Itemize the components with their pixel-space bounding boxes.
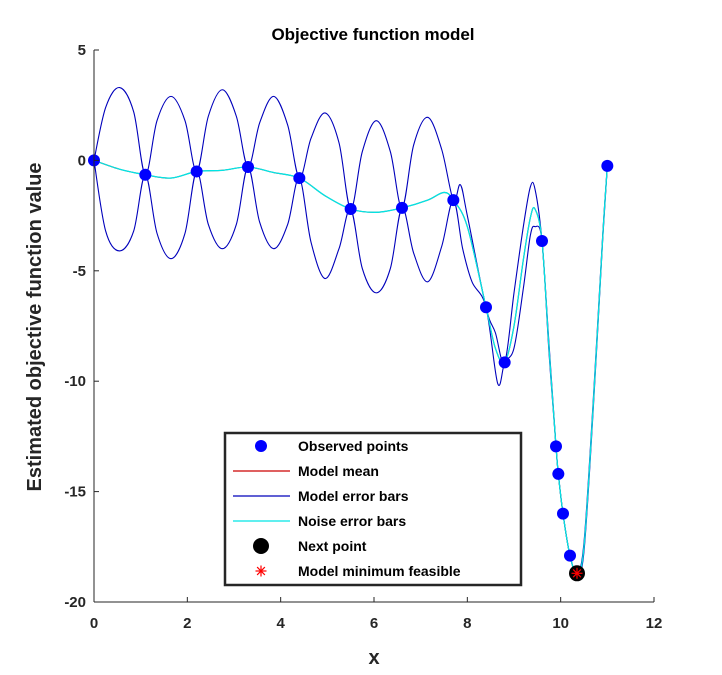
observed-point [139, 168, 152, 181]
legend-box [223, 431, 523, 587]
y-tick-label: 5 [78, 42, 86, 59]
y-tick-label: -10 [64, 373, 86, 390]
legend-label: Observed points [298, 438, 409, 454]
plot-points [88, 154, 614, 582]
legend-entry-model-error-bars: Model error bars [233, 488, 409, 504]
observed-point [557, 507, 569, 520]
legend-label: Model minimum feasible [298, 563, 461, 579]
y-tick-label: -15 [64, 484, 86, 501]
legend-entry-observed: Observed points [255, 438, 409, 454]
observed-point [396, 201, 408, 214]
observed-point [564, 549, 576, 562]
legend: Observed points Model mean Model error bar… [223, 431, 523, 587]
legend-label: Model error bars [298, 488, 409, 504]
legend-swatch [253, 538, 269, 554]
observed-point [536, 234, 548, 247]
legend-label: Next point [298, 538, 367, 554]
legend-entry-model-minimum: Model minimum feasible [255, 563, 461, 579]
y-axis-label: Estimated objective function value [24, 163, 46, 492]
observed-point [601, 159, 614, 172]
y-tick-label: -5 [73, 263, 86, 280]
legend-label: Noise error bars [298, 513, 406, 529]
x-tick-label: 4 [276, 615, 285, 632]
y-ticks: 5 0 -5 -10 -15 -20 [64, 42, 99, 611]
observed-point [447, 194, 460, 207]
observed-point [480, 301, 492, 314]
legend-swatch [255, 565, 267, 577]
observed-point [552, 467, 565, 480]
chart-title: Objective function model [271, 25, 474, 44]
y-tick-label: 0 [78, 152, 86, 169]
x-tick-label: 0 [90, 615, 98, 632]
observed-point [550, 440, 562, 453]
x-tick-label: 12 [646, 615, 663, 632]
x-tick-label: 6 [370, 615, 378, 632]
y-tick-label: -20 [64, 594, 86, 611]
x-axis-label: x [368, 647, 379, 669]
observed-point [344, 202, 357, 215]
x-tick-label: 8 [463, 615, 471, 632]
legend-entry-noise-error-bars: Noise error bars [233, 513, 406, 529]
x-tick-label: 2 [183, 615, 191, 632]
legend-entry-next-point: Next point [253, 538, 367, 554]
legend-label: Model mean [298, 463, 379, 479]
observed-point [498, 356, 511, 369]
observed-point [190, 165, 203, 178]
x-ticks: 0 2 4 6 8 10 12 [90, 597, 663, 632]
observed-point [242, 161, 254, 174]
model-minimum-marker [571, 567, 583, 579]
x-tick-label: 10 [552, 615, 569, 632]
observed-point [293, 172, 306, 185]
legend-entry-model-mean: Model mean [233, 463, 379, 479]
legend-swatch [255, 440, 267, 452]
legend-entries: Observed points Model mean Model error bar… [233, 438, 461, 579]
